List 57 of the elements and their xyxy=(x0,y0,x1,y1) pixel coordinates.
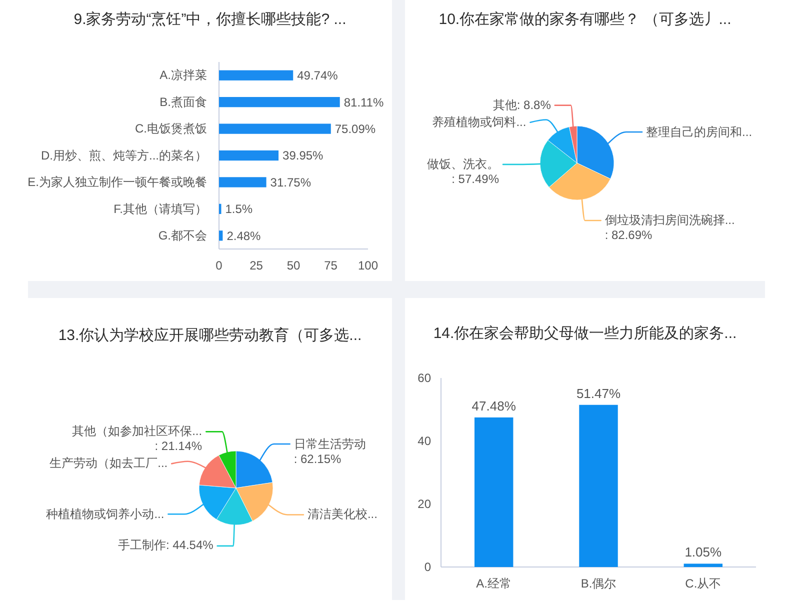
x-tick-label: 0 xyxy=(216,258,223,273)
slice-label: 清洁美化校... xyxy=(307,507,378,522)
x-tick-label: 75 xyxy=(324,258,338,273)
y-tick-label: C.电饭煲煮饭 xyxy=(135,122,207,136)
y-tick-label: 20 xyxy=(418,496,432,511)
data-label: 47.48% xyxy=(472,398,516,414)
bar xyxy=(474,417,514,567)
bar xyxy=(219,230,223,241)
data-label: 31.75% xyxy=(270,175,312,190)
slice-label: 养殖植物或饲料... xyxy=(432,114,526,130)
data-label: 1.05% xyxy=(684,544,722,560)
data-label: : 57.49% xyxy=(452,172,500,186)
data-label: 1.5% xyxy=(225,202,253,216)
y-tick-label: 60 xyxy=(418,370,432,385)
y-tick-label: B.煮面食 xyxy=(160,94,207,109)
slice-label: 倒垃圾清扫房间洗碗择... xyxy=(604,212,735,227)
slice-label: 做饭、洗衣。 xyxy=(427,156,500,171)
slice-label: 生产劳动（如去工厂... xyxy=(50,456,168,472)
slice-label: 其他（如参加社区环保... xyxy=(72,424,202,438)
y-tick-label: F.其他（请填写） xyxy=(114,202,207,216)
bar xyxy=(219,96,340,108)
y-tick-label: G.都不会 xyxy=(158,228,207,242)
chart-title: 10.你在家常做的家务有哪些？ （可多选丿... xyxy=(438,11,732,28)
data-label: 39.95% xyxy=(282,148,324,163)
y-tick-label: 0 xyxy=(424,560,432,574)
bar xyxy=(579,404,618,567)
y-tick-label: 40 xyxy=(418,434,432,448)
slice-label: 种植植物或饲养小动... xyxy=(46,506,164,522)
slice-label: 手工制作: 44.54% xyxy=(118,538,214,554)
x-tick-label: C.从不 xyxy=(685,576,722,591)
x-tick-label: A.经常 xyxy=(476,576,512,591)
y-tick-label: A.凉拌菜 xyxy=(160,68,207,82)
x-tick-label: 100 xyxy=(358,258,378,273)
data-label: 81.11% xyxy=(344,95,384,110)
data-label: 49.74% xyxy=(297,68,338,83)
x-tick-label: 25 xyxy=(250,258,264,273)
slice-label: 整理自己的房间和... xyxy=(646,124,752,140)
bar xyxy=(219,150,279,161)
slice-label: 日常生活劳动 xyxy=(294,436,366,451)
x-tick-label: B.偶尔 xyxy=(580,576,616,591)
data-label: : 62.15% xyxy=(294,452,342,466)
bar xyxy=(219,177,266,188)
bar xyxy=(684,564,723,567)
data-label: 51.47% xyxy=(576,386,621,401)
bar xyxy=(219,70,294,80)
y-tick-label: E.为家人独立制作一顿午餐或晚餐 xyxy=(28,175,207,190)
chart-title: 13.你认为学校应开展哪些劳动教育（可多选... xyxy=(58,327,362,344)
bar xyxy=(219,124,331,134)
slice-label: 其他: 8.8% xyxy=(492,98,551,113)
y-tick-label: D.用炒、煎、炖等方...的菜名） xyxy=(40,148,207,162)
data-label: : 82.69% xyxy=(604,228,652,242)
data-label: : 21.14% xyxy=(154,439,202,454)
chart-title: 9.家务劳动“烹饪”中，你擅长哪些技能? ... xyxy=(74,11,346,28)
x-tick-label: 50 xyxy=(286,258,300,273)
data-label: 75.09% xyxy=(334,122,376,136)
data-label: 2.48% xyxy=(226,228,262,243)
chart-title: 14.你在家会帮助父母做一些力所能及的家务... xyxy=(433,325,737,342)
